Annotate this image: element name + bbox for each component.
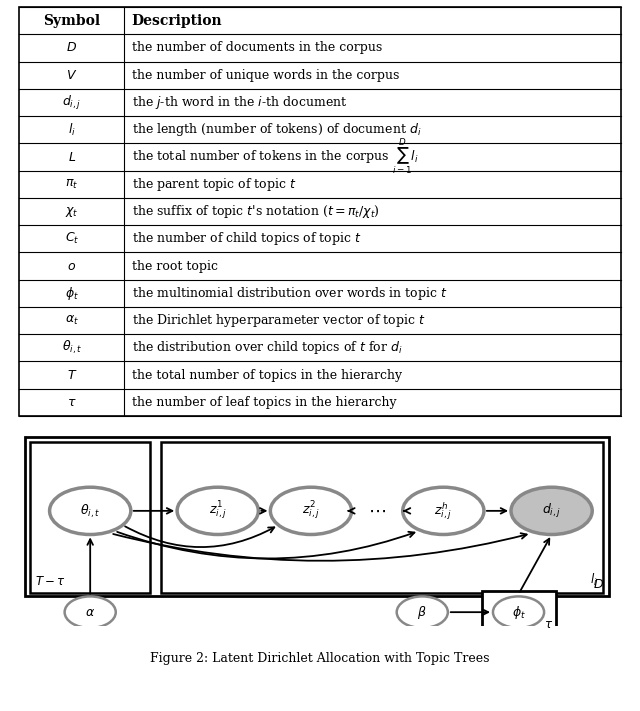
Ellipse shape xyxy=(270,487,351,535)
Text: $z^2_{i,j}$: $z^2_{i,j}$ xyxy=(302,500,320,522)
Text: the root topic: the root topic xyxy=(132,260,218,272)
Text: $\phi_t$: $\phi_t$ xyxy=(65,285,79,301)
Text: the parent topic of topic $t$: the parent topic of topic $t$ xyxy=(132,176,296,193)
Text: the number of child topics of topic $t$: the number of child topics of topic $t$ xyxy=(132,230,362,247)
Text: $l_i$: $l_i$ xyxy=(591,572,598,588)
Text: the number of documents in the corpus: the number of documents in the corpus xyxy=(132,41,382,55)
Text: $V$: $V$ xyxy=(66,69,77,82)
Text: $\tau$: $\tau$ xyxy=(67,396,77,409)
Text: $D$: $D$ xyxy=(67,41,77,55)
Text: the suffix of topic $t$'s notation ($t = \pi_t/\chi_t$): the suffix of topic $t$'s notation ($t =… xyxy=(132,203,380,220)
Ellipse shape xyxy=(511,487,592,535)
Text: the length (number of tokens) of document $d_i$: the length (number of tokens) of documen… xyxy=(132,122,421,138)
Text: $\theta_{i,t}$: $\theta_{i,t}$ xyxy=(61,339,82,356)
Text: Symbol: Symbol xyxy=(44,14,100,28)
Text: $\chi_t$: $\chi_t$ xyxy=(65,205,79,218)
Bar xyxy=(483,591,556,634)
Text: $C_t$: $C_t$ xyxy=(65,231,79,246)
Text: the distribution over child topics of $t$ for $d_i$: the distribution over child topics of $t… xyxy=(132,339,403,356)
Text: $\cdots$: $\cdots$ xyxy=(368,502,386,520)
Bar xyxy=(25,437,609,597)
Text: the number of leaf topics in the hierarchy: the number of leaf topics in the hierarc… xyxy=(132,396,396,409)
Ellipse shape xyxy=(177,487,259,535)
Bar xyxy=(161,442,603,593)
Text: the $j$-th word in the $i$-th document: the $j$-th word in the $i$-th document xyxy=(132,94,347,111)
Ellipse shape xyxy=(49,487,131,535)
Text: the multinomial distribution over words in topic $t$: the multinomial distribution over words … xyxy=(132,285,447,301)
Text: the number of unique words in the corpus: the number of unique words in the corpus xyxy=(132,69,399,82)
Text: $D$: $D$ xyxy=(593,577,604,591)
Text: $\theta_{i,t}$: $\theta_{i,t}$ xyxy=(80,502,100,520)
Text: the total number of tokens in the corpus $\sum_{i=1}^{D} l_i$: the total number of tokens in the corpus… xyxy=(132,137,419,177)
Text: $z^h_{i,j}$: $z^h_{i,j}$ xyxy=(435,500,452,522)
Text: $\alpha$: $\alpha$ xyxy=(85,606,95,619)
Text: the Dirichlet hyperparameter vector of topic $t$: the Dirichlet hyperparameter vector of t… xyxy=(132,312,426,329)
Text: $T-\tau$: $T-\tau$ xyxy=(35,575,65,588)
Ellipse shape xyxy=(403,487,484,535)
Ellipse shape xyxy=(65,597,116,628)
Text: Description: Description xyxy=(132,14,222,28)
Ellipse shape xyxy=(493,597,544,628)
Text: $\alpha_t$: $\alpha_t$ xyxy=(65,314,79,327)
Text: $l_i$: $l_i$ xyxy=(68,122,76,138)
Text: $\phi_t$: $\phi_t$ xyxy=(511,604,525,621)
Text: $T$: $T$ xyxy=(67,368,77,382)
Text: Figure 2: Latent Dirichlet Allocation with Topic Trees: Figure 2: Latent Dirichlet Allocation wi… xyxy=(150,652,490,665)
Text: $\pi_t$: $\pi_t$ xyxy=(65,178,79,191)
Text: $o$: $o$ xyxy=(67,260,76,272)
Text: $\tau$: $\tau$ xyxy=(544,618,553,631)
Text: the total number of topics in the hierarchy: the total number of topics in the hierar… xyxy=(132,368,402,382)
Ellipse shape xyxy=(397,597,448,628)
Text: $L$: $L$ xyxy=(68,151,76,164)
Text: $d_{i,j}$: $d_{i,j}$ xyxy=(62,94,81,112)
Text: $z^1_{i,j}$: $z^1_{i,j}$ xyxy=(209,500,227,522)
Bar xyxy=(30,442,150,593)
Text: $\beta$: $\beta$ xyxy=(417,604,427,621)
Text: $d_{i,j}$: $d_{i,j}$ xyxy=(542,502,561,520)
